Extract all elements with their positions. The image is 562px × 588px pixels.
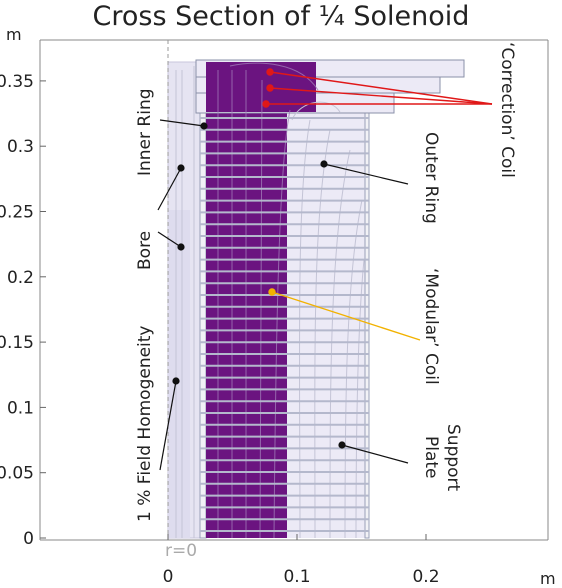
x-axis-unit: m: [540, 569, 556, 588]
y-tick-label: 0.35: [0, 72, 34, 92]
x-tick-label: 0.2: [412, 567, 439, 587]
support-plate-label-line1: Support: [443, 424, 463, 492]
y-tick-label: 0: [23, 529, 34, 549]
correction-coil-leaders: [262, 68, 493, 108]
modular-coil-label: ‘Modular’ Coil: [421, 268, 441, 385]
y-tick-label: 0.3: [7, 137, 34, 157]
correction-coil-curve: [292, 100, 316, 112]
y-ticks: 0 0.05 0.1 0.15 0.2 0.25 0.3 0.35: [0, 72, 46, 549]
outer-ring: [364, 61, 370, 539]
bore-label: Bore: [135, 231, 155, 270]
field-homogeneity-label: 1 % Field Homogeneity: [135, 326, 155, 523]
support-plate-label-line2: Plate: [421, 436, 441, 479]
correction-coil-label: ‘Correction’ Coil: [497, 42, 517, 178]
x-tick-label: 0: [163, 567, 174, 587]
homogeneity-region: [168, 210, 190, 538]
y-axis-unit: m: [6, 25, 22, 44]
y-tick-label: 0.05: [0, 464, 34, 484]
inner-ring: [199, 61, 207, 539]
y-tick-label: 0.25: [0, 203, 34, 223]
figure-title: Cross Section of ¼ Solenoid: [92, 1, 470, 32]
y-tick-label: 0.15: [0, 333, 34, 353]
x-ticks: 0 0.1 0.2: [163, 534, 440, 587]
outer-ring-label: Outer Ring: [421, 132, 441, 224]
origin-label: r=0: [165, 541, 197, 561]
y-tick-label: 0.1: [7, 398, 34, 418]
x-tick-label: 0.1: [283, 567, 310, 587]
y-tick-label: 0.2: [7, 268, 34, 288]
annotation-leaders: [157, 119, 409, 471]
inner-ring-label: Inner Ring: [135, 88, 155, 176]
modular-coil-leader: [268, 288, 421, 341]
